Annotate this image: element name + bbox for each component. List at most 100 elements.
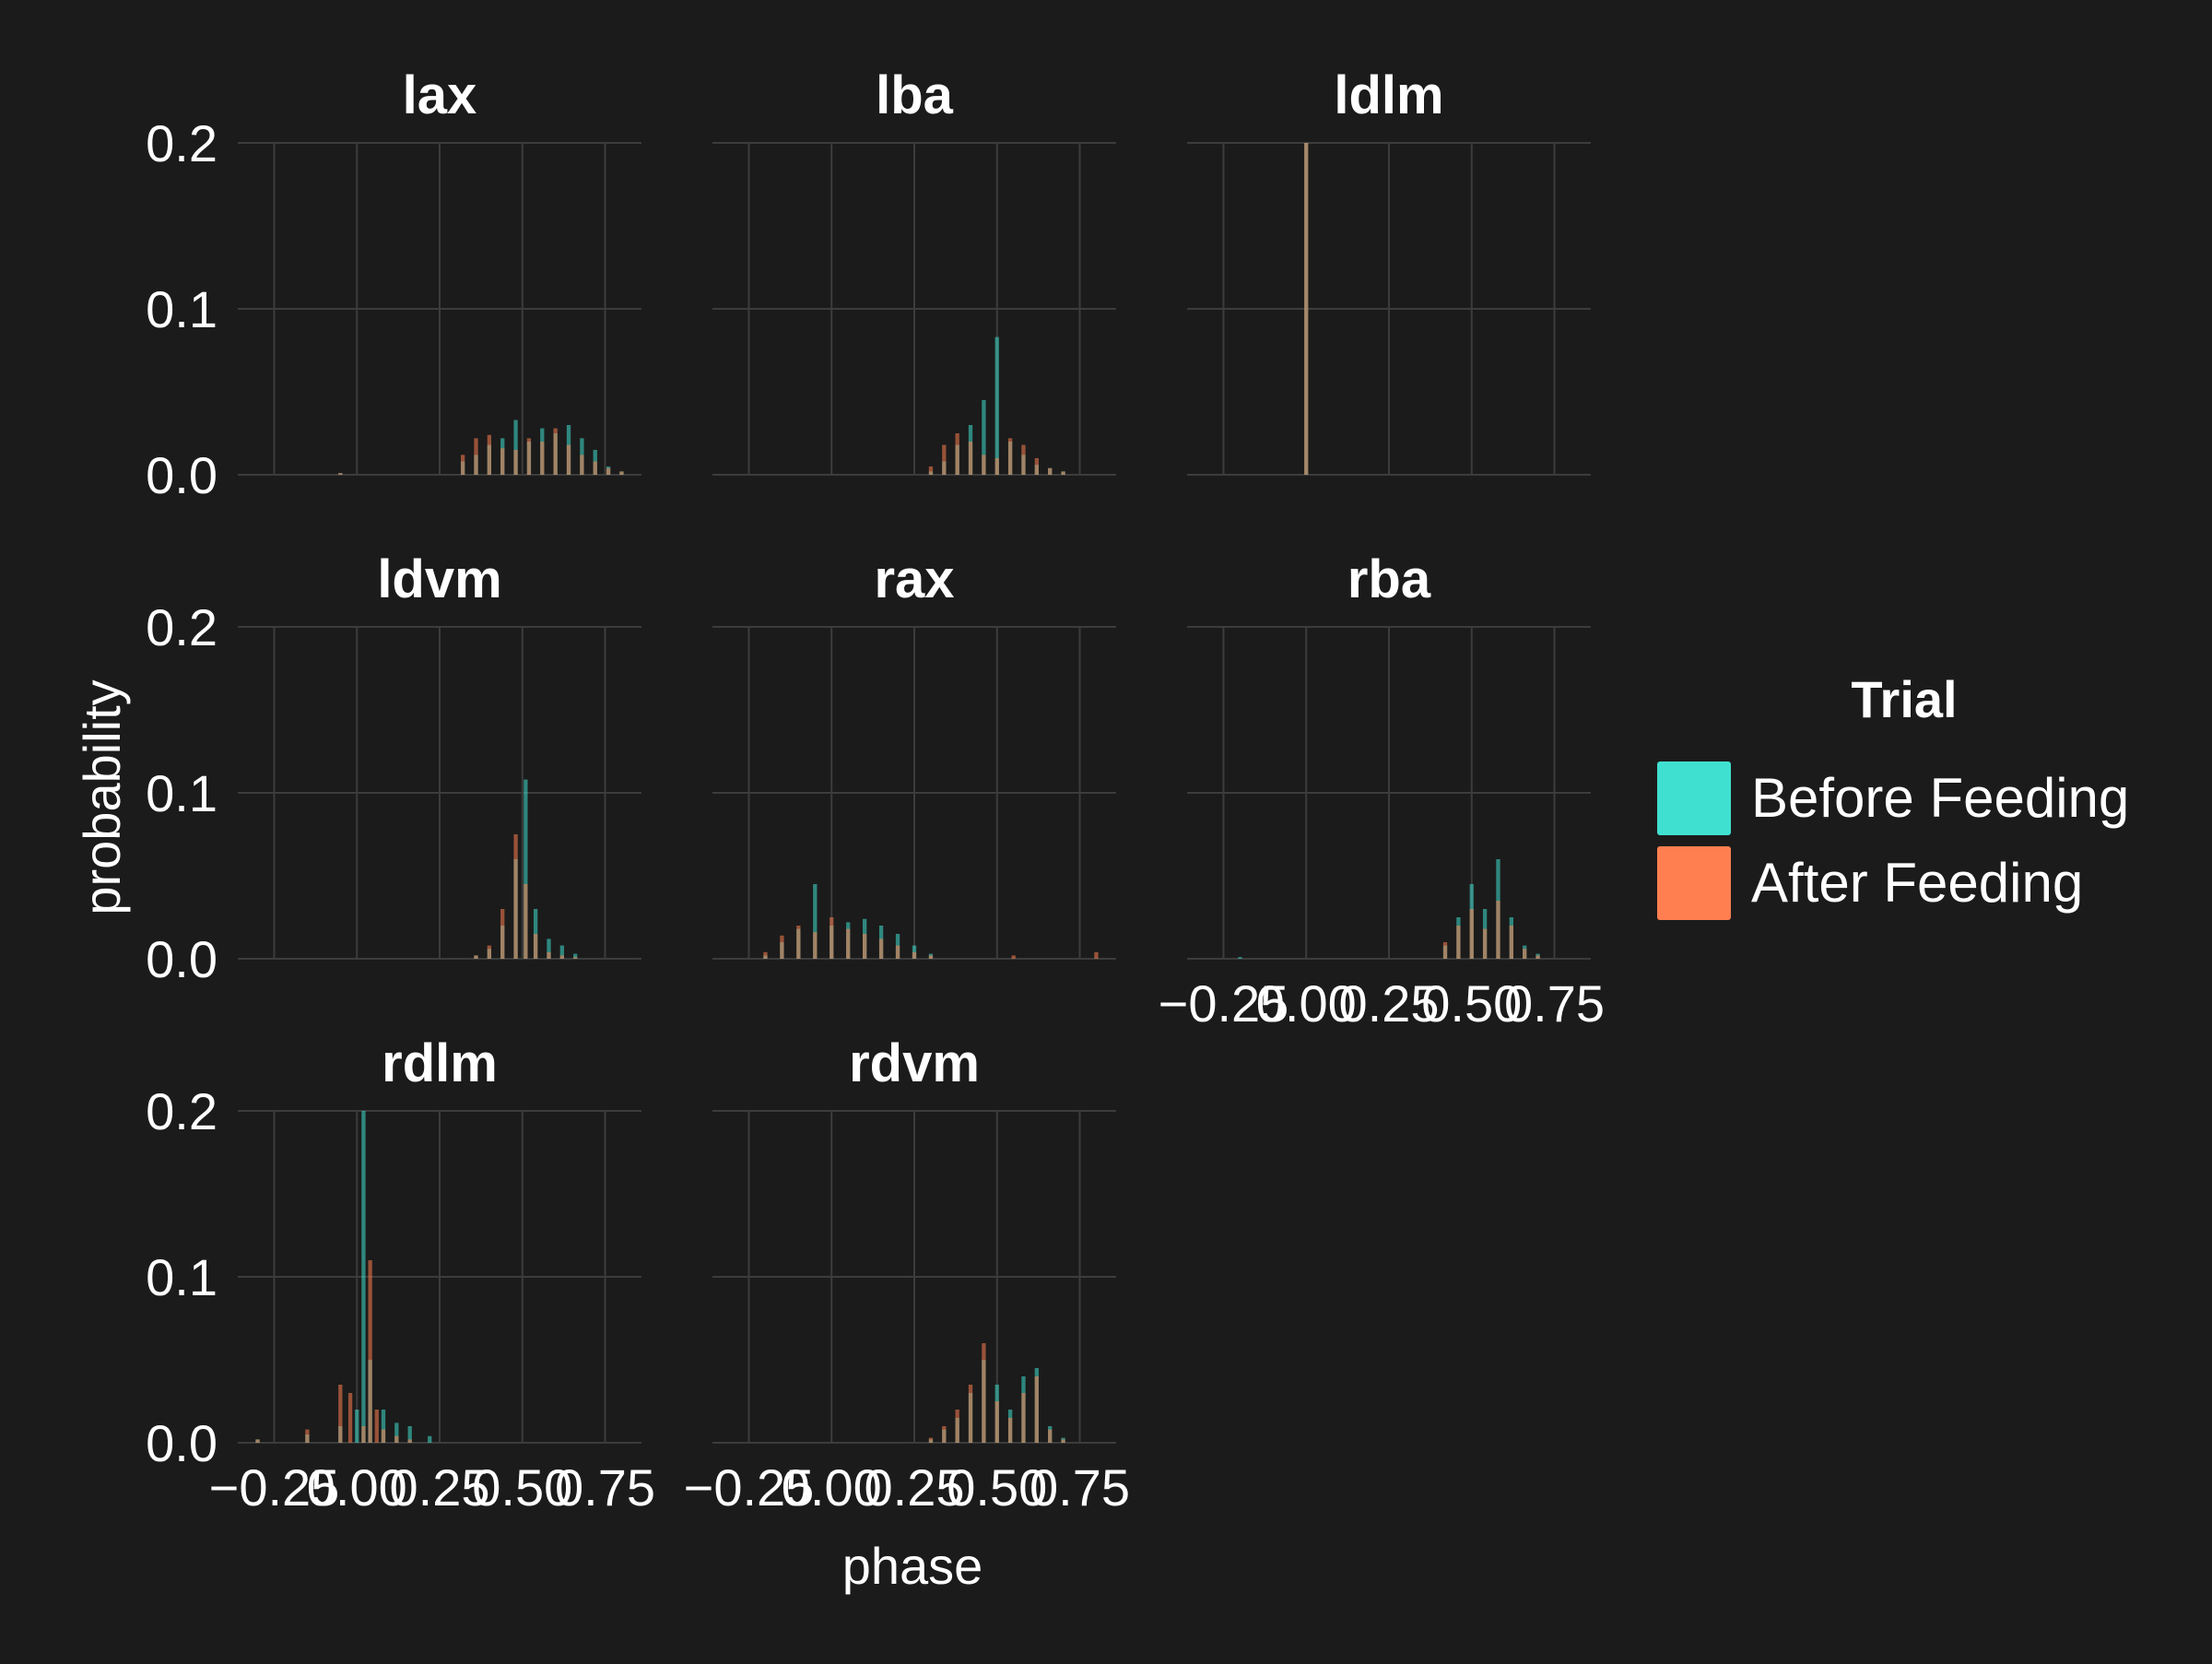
histogram-bar [928, 1437, 934, 1443]
histogram-bar [338, 1385, 343, 1443]
histogram-bar [1469, 909, 1474, 959]
facet-panel-rax: rax [712, 549, 1116, 960]
histogram-bar [928, 955, 934, 959]
histogram-bar [912, 951, 917, 959]
y-tick-label: 0.0 [146, 446, 218, 504]
histogram-bar [526, 438, 532, 475]
series-after-feeding [1304, 143, 1309, 475]
histogram-bar [780, 935, 784, 959]
histogram-bar [1509, 926, 1513, 959]
histogram-bar [968, 1385, 973, 1443]
histogram-bar [895, 945, 900, 959]
x-tick-label: 0.50 [472, 1458, 572, 1516]
histogram-bar [355, 1410, 359, 1443]
legend-swatch-after-feeding [1657, 846, 1731, 920]
histogram-bar [407, 1439, 412, 1443]
histogram-bar [540, 442, 545, 475]
histogram-bar [580, 454, 584, 475]
histogram-bar [533, 934, 538, 959]
histogram-bar [394, 1422, 399, 1443]
x-tick-label: −0.25 [209, 1458, 340, 1516]
histogram-bar [968, 442, 973, 475]
histogram-bar [1304, 143, 1309, 475]
histogram-bar [513, 450, 518, 475]
x-axis-label: phase [842, 1537, 983, 1595]
histogram-bar [846, 928, 851, 959]
histogram-bar [878, 938, 884, 959]
histogram-bar [994, 458, 999, 475]
histogram-bar [955, 433, 959, 475]
histogram-bar [1535, 955, 1540, 959]
histogram-bar [1456, 926, 1461, 959]
y-axis-label: probability [73, 679, 131, 915]
series-after-feeding [763, 917, 1099, 959]
y-tick-label: 0.1 [146, 280, 218, 338]
histogram-bar [982, 400, 986, 475]
legend-label-after-feeding: After Feeding [1751, 852, 2083, 914]
histogram-bar [305, 1429, 310, 1443]
facet-title: ldvm [377, 549, 501, 609]
facet-panel-lax: lax 0.0 0.1 0.2 [146, 65, 641, 504]
series-after-feeding [928, 433, 1065, 475]
histogram-bar [513, 834, 518, 959]
x-tick-label: 0.25 [1339, 974, 1440, 1033]
histogram-bar [573, 957, 578, 959]
histogram-bar [513, 419, 518, 475]
histogram-bar [524, 779, 528, 959]
histogram-bar [942, 1426, 947, 1443]
y-tick-label: 0.1 [146, 764, 218, 822]
histogram-bar [361, 1426, 366, 1443]
histogram-bar [547, 951, 551, 959]
histogram-bar [487, 434, 492, 475]
histogram-bar [1021, 444, 1026, 475]
facet-panel-rba: rba −0.250.000.250.500.75 [1159, 549, 1605, 1033]
legend: Trial Before Feeding After Feeding [1657, 670, 2129, 920]
y-tick-label: 0.0 [146, 1414, 218, 1472]
legend-title: Trial [1851, 670, 1957, 728]
facet-title: ldlm [1334, 65, 1443, 125]
histogram-bar [813, 884, 818, 959]
histogram-bar [500, 448, 505, 475]
x-tick-label: 0.00 [1256, 974, 1357, 1033]
histogram-bar [1021, 1393, 1026, 1443]
histogram-bar [1034, 458, 1039, 475]
histogram-bar [1482, 928, 1488, 959]
histogram-bar [763, 951, 768, 959]
histogram-bar [368, 1260, 372, 1443]
histogram-bar [1523, 949, 1527, 959]
x-tick-label: 0.25 [865, 1458, 965, 1516]
facet-panel-lba: lba [712, 65, 1116, 476]
series-after-feeding [338, 428, 624, 475]
y-tick-label: 0.1 [146, 1248, 218, 1306]
histogram-bar [394, 1435, 399, 1443]
histogram-bar [994, 336, 999, 475]
histogram-bar [1007, 438, 1013, 475]
histogram-bar [982, 1343, 986, 1443]
facet-title: rdvm [849, 1033, 980, 1093]
legend-swatch-before-feeding [1657, 761, 1731, 835]
histogram-bar [606, 467, 611, 475]
histogram-bar [474, 438, 478, 475]
histogram-bar [796, 926, 801, 959]
histogram-bar [255, 1439, 260, 1443]
histogram-bar [1061, 471, 1065, 475]
histogram-bar [573, 953, 578, 959]
histogram-bar [559, 945, 564, 959]
facet-panels: lax 0.0 0.1 0.2 lba ldlm ldvm 0.0 0.1 0.2 rax rba −0… [146, 65, 1605, 1516]
facet-panel-ldvm: ldvm 0.0 0.1 0.2 [146, 549, 641, 988]
facet-title: rdlm [382, 1033, 498, 1093]
histogram-bar [1048, 1429, 1053, 1443]
x-tick-label: −0.25 [1159, 974, 1289, 1033]
histogram-bar [553, 428, 558, 475]
histogram-bar [928, 466, 934, 475]
series-after-feeding [474, 834, 578, 959]
histogram-bar [1442, 942, 1448, 959]
histogram-bar [942, 444, 947, 475]
y-tick-label: 0.2 [146, 598, 218, 656]
histogram-bar [428, 1435, 432, 1443]
histogram-bar [982, 454, 986, 475]
x-tick-label: 0.75 [1030, 1458, 1130, 1516]
